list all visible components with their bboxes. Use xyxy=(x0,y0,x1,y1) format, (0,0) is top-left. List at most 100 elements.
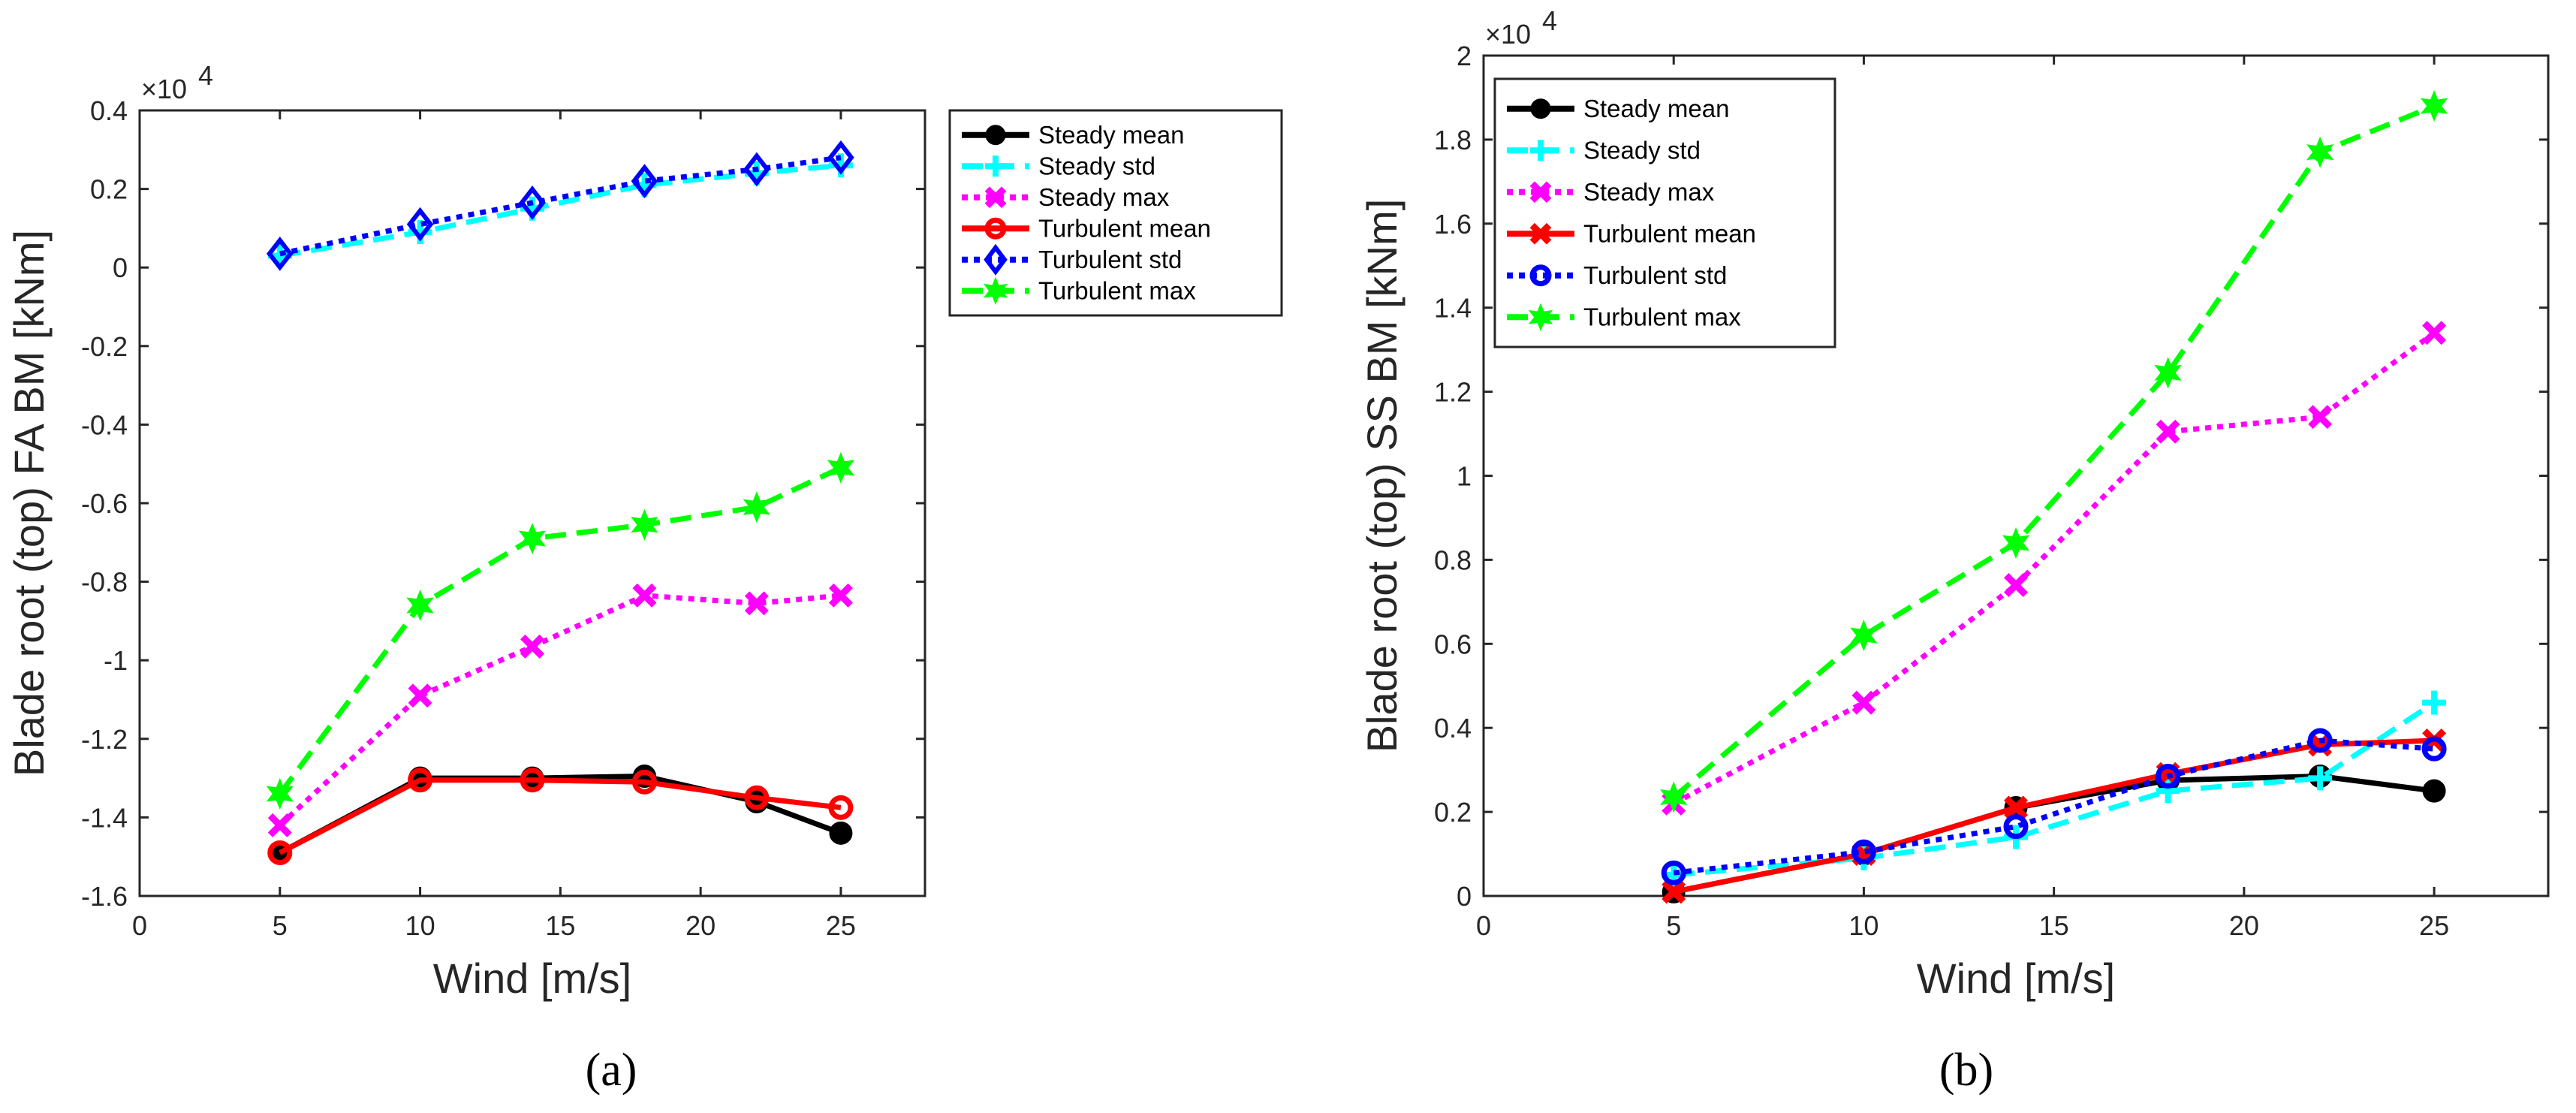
y-tick-label: 1.4 xyxy=(1434,293,1472,324)
x-axis-label: Wind [m/s] xyxy=(433,955,631,1002)
star-marker xyxy=(406,589,434,622)
series-line xyxy=(1673,737,2435,876)
legend-label: Steady std xyxy=(1583,136,1701,164)
star-marker xyxy=(983,276,1008,306)
y-axis-label: Blade root (top) FA BM [kNm] xyxy=(5,230,53,777)
plus-marker xyxy=(2422,690,2447,715)
series-steady-max xyxy=(267,583,853,837)
x-tick-label: 0 xyxy=(132,910,147,941)
legend-item: Steady std xyxy=(962,152,1155,179)
diamond-marker xyxy=(631,164,658,199)
circle-marker xyxy=(408,768,433,793)
filled-circle-marker xyxy=(1530,98,1551,119)
legend-label: Turbulent std xyxy=(1038,246,1182,273)
x-marker xyxy=(984,186,1007,209)
legend-label: Turbulent mean xyxy=(1583,219,1756,247)
series-line xyxy=(279,155,842,257)
circle-marker xyxy=(1529,264,1552,287)
x-marker xyxy=(2308,405,2333,430)
y-tick-label: 0.4 xyxy=(90,95,128,126)
legend-item: Turbulent std xyxy=(1507,261,1727,289)
legend-box xyxy=(1493,77,1836,348)
legend-item: Turbulent std xyxy=(962,243,1182,276)
y-tick-label: -1.2 xyxy=(81,724,128,755)
x-tick-label: 0 xyxy=(1476,910,1491,941)
legend-label: Turbulent mean xyxy=(1038,214,1211,242)
legend-label: Steady max xyxy=(1038,183,1170,211)
y-tick-label: 2 xyxy=(1457,41,1472,71)
series-line xyxy=(1671,103,2436,800)
x-axis-label: Wind [m/s] xyxy=(1917,955,2115,1002)
series-line xyxy=(1673,737,2435,894)
legend-label: Steady mean xyxy=(1583,95,1729,122)
y-multiplier-exponent: 4 xyxy=(1542,5,1557,36)
x-marker xyxy=(2004,795,2028,820)
star-marker xyxy=(1850,620,1878,652)
legend-box xyxy=(948,109,1283,317)
legend-label: Turbulent max xyxy=(1038,276,1196,304)
circle-marker xyxy=(267,840,293,865)
x-marker xyxy=(1529,222,1552,245)
x-marker xyxy=(408,683,432,708)
y-tick-label: 1 xyxy=(1457,461,1472,492)
x-tick-label: 5 xyxy=(273,910,288,941)
legend-item: Steady mean xyxy=(1507,95,1729,122)
y-tick-label: 0 xyxy=(113,252,128,283)
legend-item: Steady max xyxy=(962,183,1170,211)
y-multiplier-label: ×10 xyxy=(141,74,187,104)
legend-item: Steady max xyxy=(1507,178,1715,206)
x-marker xyxy=(1851,690,1876,715)
y-tick-label: 0.4 xyxy=(1434,713,1472,744)
chart-panel-b: 0 5 10 15 20 25 0 0.2 0.4 0.6 0.8 1 1.2 1.4 1.6 1.8 2 ×10… xyxy=(1358,5,2550,1096)
x-marker xyxy=(1529,181,1552,204)
y-tick-label: -0.8 xyxy=(81,567,128,598)
star-marker xyxy=(2420,90,2448,122)
panel-label: (b) xyxy=(1939,1045,1993,1096)
chart-panel-a: 0 5 10 15 20 25 -1.6 -1.4 -1.2 -1 -0.8 -0.6 -0.4 -0.2… xyxy=(5,60,1283,1096)
legend-item: Turbulent max xyxy=(962,276,1196,306)
y-tick-label: 0 xyxy=(1457,881,1472,912)
series-turbulent-std xyxy=(1661,728,2447,885)
x-marker xyxy=(2422,321,2447,345)
circle-marker xyxy=(2156,764,2181,789)
x-tick-label: 25 xyxy=(2419,910,2449,941)
diamond-marker xyxy=(743,152,770,187)
y-axis-label: Blade root (top) SS BM [kNm] xyxy=(1358,199,1406,753)
legend: Steady mean Steady std Steady max Turbulent… xyxy=(1493,77,1836,348)
x-marker xyxy=(744,591,769,616)
x-marker xyxy=(2156,419,2180,444)
x-tick-label: 20 xyxy=(2229,910,2259,941)
filled-circle-marker xyxy=(2422,779,2446,803)
legend-item: Turbulent mean xyxy=(1507,219,1756,247)
plot-area xyxy=(138,109,926,897)
circle-marker xyxy=(828,795,854,820)
series-turbulent-max xyxy=(1660,90,2448,813)
filled-circle-marker xyxy=(985,125,1006,146)
filled-circle-marker xyxy=(829,821,853,845)
y-tick-label: 0.6 xyxy=(1434,629,1472,659)
star-marker xyxy=(2154,357,2182,389)
x-marker xyxy=(2004,572,2028,597)
star-marker xyxy=(631,508,658,541)
x-marker xyxy=(1662,879,1686,904)
y-tick-label: 1.2 xyxy=(1434,377,1472,408)
legend-item: Steady std xyxy=(1507,136,1701,164)
x-tick-label: 15 xyxy=(545,910,575,941)
y-tick-label: -0.2 xyxy=(81,331,128,362)
diamond-marker xyxy=(406,207,434,242)
star-marker xyxy=(743,491,771,523)
y-tick-label: -1.4 xyxy=(81,802,128,833)
diamond-marker xyxy=(984,243,1008,276)
y-multiplier-exponent: 4 xyxy=(198,60,213,91)
y-tick-label: -1.6 xyxy=(81,881,128,912)
circle-marker xyxy=(2003,814,2029,840)
diamond-marker xyxy=(519,186,546,220)
star-marker xyxy=(518,523,547,555)
star-marker xyxy=(2002,526,2030,560)
star-marker xyxy=(1660,781,1688,813)
y-tick-label: -0.4 xyxy=(81,409,128,440)
y-tick-label: 0.2 xyxy=(1434,797,1472,828)
series-line xyxy=(279,777,842,855)
circle-marker xyxy=(2307,728,2333,753)
